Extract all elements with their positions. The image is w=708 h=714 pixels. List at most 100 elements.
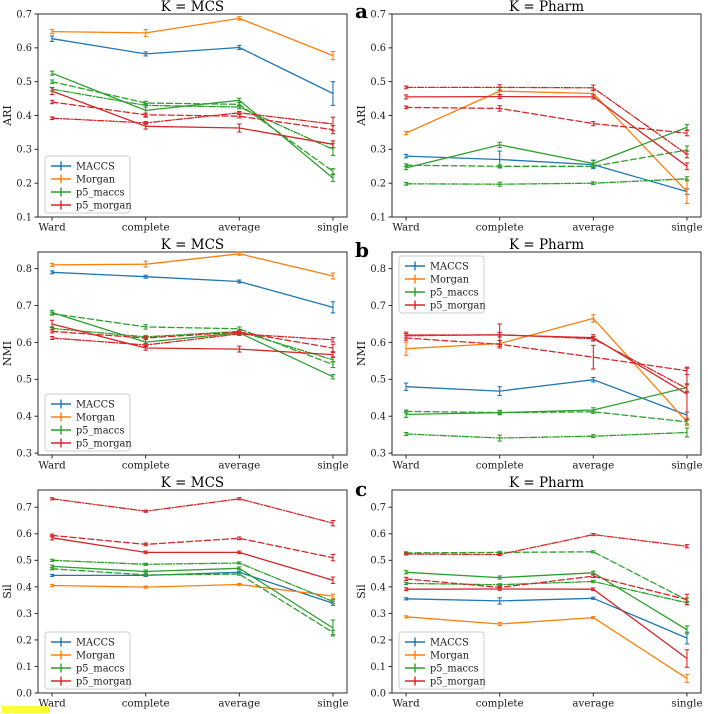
y-tick-label: 0.8 xyxy=(370,264,386,275)
series-line-MACCS-solid xyxy=(51,271,334,309)
y-tick-label: 0.4 xyxy=(16,111,32,122)
x-tick-label: single xyxy=(671,698,702,710)
legend-label: p5_morgan xyxy=(430,300,486,311)
legend-label: p5_maccs xyxy=(430,663,479,674)
series-line-p5_morgan-dashed xyxy=(51,101,334,131)
y-tick-label: 0.1 xyxy=(16,212,32,223)
y-tick-label: 0.0 xyxy=(16,688,32,699)
legend-label: MACCS xyxy=(430,261,469,272)
y-tick-label: 0.4 xyxy=(370,582,386,593)
plot-svg: K = MCS NMI 0.3 0.4 0.5 0.6 0.7 0.8 Ward complete… xyxy=(1,238,349,472)
x-tick-label: single xyxy=(671,222,702,234)
series-line-p5_morgan-dashed xyxy=(405,575,688,601)
plot-svg: K = Pharm Sil 0.0 0.1 0.2 0.3 0.4 0.5 0.6 0.7 Ward… xyxy=(355,476,703,710)
y-tick-label: 0.4 xyxy=(370,111,386,122)
series-line-p5_morgan-dashdot xyxy=(51,112,334,125)
y-tick-label: 0.3 xyxy=(370,609,386,620)
legend-box xyxy=(44,393,131,452)
legend-label: p5_morgan xyxy=(76,676,132,687)
series-line-p5_morgan-dashed xyxy=(51,330,334,349)
series-line-MACCS-solid xyxy=(405,597,688,639)
legend-label: Morgan xyxy=(76,650,116,661)
series-line-p5_morgan-solid xyxy=(405,588,688,660)
legend: MACCS Morgan p5_maccs p5_morgan xyxy=(398,255,486,314)
y-tick-label: 0.6 xyxy=(16,529,32,540)
y-axis-label: Sil xyxy=(355,584,368,599)
x-tick-label: single xyxy=(317,460,348,472)
series-line-Morgan-solid xyxy=(51,253,334,277)
x-tick-label: average xyxy=(572,698,614,710)
series-line-MACCS-solid xyxy=(405,155,688,193)
chart-panel-ari-pharm: K = Pharm ARI 0.1 0.2 0.3 0.4 0.5 0.6 0.7 Ward com… xyxy=(354,0,708,238)
x-tick-label: complete xyxy=(122,222,170,234)
y-axis-label: Sil xyxy=(1,584,14,599)
series-line-p5_morgan-dashed xyxy=(405,106,688,134)
series-line-p5_morgan-solid xyxy=(405,95,688,167)
panel-title: K = Pharm xyxy=(509,238,584,253)
x-tick-label: complete xyxy=(122,460,170,472)
y-tick-label: 0.6 xyxy=(16,338,32,349)
axes-frame xyxy=(37,251,348,456)
series-line-p5_maccs-dashed xyxy=(405,410,688,423)
x-tick-label: average xyxy=(218,698,260,710)
y-tick-label: 0.3 xyxy=(16,449,32,460)
y-tick-label: 0.7 xyxy=(370,503,386,514)
plot-svg: K = MCS ARI 0.1 0.2 0.3 0.4 0.5 0.6 0.7 Ward compl… xyxy=(1,0,349,234)
series-line-p5_maccs-dashed xyxy=(51,568,334,634)
series-line-Morgan-solid xyxy=(51,583,334,597)
x-tick-label: average xyxy=(218,460,260,472)
y-tick-label: 0.6 xyxy=(16,43,32,54)
x-tick-label: complete xyxy=(476,222,524,234)
y-tick-label: 0.3 xyxy=(370,145,386,156)
y-tick-label: 0.5 xyxy=(16,77,32,88)
x-tick-label: average xyxy=(572,222,614,234)
panel-letter-a: a xyxy=(355,0,368,23)
chart-panel-nmi-mcs: K = MCS NMI 0.3 0.4 0.5 0.6 0.7 0.8 Ward complete… xyxy=(0,238,354,476)
y-tick-label: 0.5 xyxy=(16,556,32,567)
series-line-Morgan-solid xyxy=(405,317,688,423)
y-tick-label: 0.4 xyxy=(16,582,32,593)
legend-label: MACCS xyxy=(430,637,469,648)
legend-label: MACCS xyxy=(76,637,115,648)
legend-box xyxy=(44,631,131,690)
y-axis-label: NMI xyxy=(355,341,368,366)
y-tick-label: 0.2 xyxy=(16,179,32,190)
y-tick-label: 0.6 xyxy=(370,338,386,349)
chart-panel-ari-mcs: K = MCS ARI 0.1 0.2 0.3 0.4 0.5 0.6 0.7 Ward compl… xyxy=(0,0,354,238)
x-tick-label: single xyxy=(317,698,348,710)
y-axis-label: ARI xyxy=(355,105,368,127)
y-tick-label: 0.1 xyxy=(370,662,386,673)
x-tick-label: single xyxy=(317,222,348,234)
x-tick-label: complete xyxy=(476,698,524,710)
series-line-p5_maccs-solid xyxy=(405,386,688,416)
y-tick-label: 0.7 xyxy=(370,301,386,312)
y-tick-label: 0.2 xyxy=(16,635,32,646)
y-tick-label: 0.5 xyxy=(370,375,386,386)
chart-panel-nmi-pharm: K = Pharm NMI 0.3 0.4 0.5 0.6 0.7 0.8 Ward comple… xyxy=(354,238,708,476)
series-line-p5_morgan-dashdot xyxy=(51,498,334,524)
series-line-p5_maccs-dashed xyxy=(405,149,688,167)
y-tick-label: 0.1 xyxy=(370,212,386,223)
legend-label: p5_maccs xyxy=(76,425,125,436)
x-tick-label: Ward xyxy=(392,698,420,710)
panel-title: K = MCS xyxy=(161,476,224,491)
x-tick-label: Ward xyxy=(392,222,420,234)
y-tick-label: 0.7 xyxy=(16,9,32,20)
panel-letter-b: b xyxy=(355,238,369,262)
y-tick-label: 0.4 xyxy=(16,412,32,423)
series-line-p5_maccs-dashed xyxy=(51,81,334,172)
y-tick-label: 0.7 xyxy=(16,503,32,514)
plot-svg: K = Pharm NMI 0.3 0.4 0.5 0.6 0.7 0.8 Ward comple… xyxy=(355,238,703,472)
x-tick-label: Ward xyxy=(38,222,66,234)
y-tick-label: 0.1 xyxy=(16,662,32,673)
series-line-MACCS-solid xyxy=(51,571,334,604)
y-tick-label: 0.4 xyxy=(370,412,386,423)
series-line-p5_maccs-dashed xyxy=(51,312,334,366)
series-line-p5_morgan-solid xyxy=(51,323,334,356)
legend-label: p5_maccs xyxy=(76,187,125,198)
legend-label: Morgan xyxy=(76,412,116,423)
series-line-p5_maccs-dashdot xyxy=(51,88,334,150)
panel-title: K = MCS xyxy=(161,0,224,15)
